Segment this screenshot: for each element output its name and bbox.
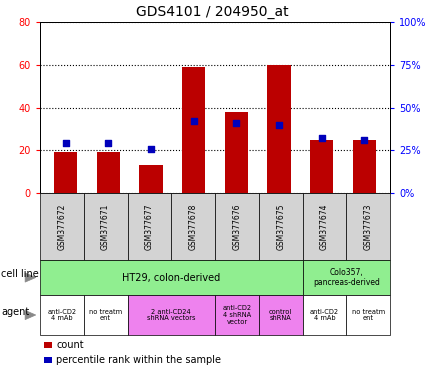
Text: HT29, colon-derived: HT29, colon-derived — [122, 273, 221, 283]
Text: GDS4101 / 204950_at: GDS4101 / 204950_at — [136, 5, 289, 19]
Text: no treatm
ent: no treatm ent — [351, 308, 385, 321]
Point — [62, 140, 69, 146]
Text: Colo357,
pancreas-derived: Colo357, pancreas-derived — [313, 268, 380, 287]
Text: GSM377674: GSM377674 — [320, 203, 329, 250]
Bar — [310, 139, 334, 193]
Text: cell line: cell line — [1, 270, 39, 280]
Bar — [224, 112, 248, 193]
Text: control
shRNA: control shRNA — [269, 308, 292, 321]
Text: GSM377673: GSM377673 — [364, 203, 373, 250]
Bar — [96, 152, 120, 193]
Point — [105, 140, 112, 146]
Bar — [54, 152, 77, 193]
Bar — [267, 65, 291, 193]
Text: GSM377675: GSM377675 — [276, 203, 285, 250]
Bar — [182, 67, 205, 193]
Point — [361, 137, 368, 143]
Point — [190, 118, 197, 124]
Point — [318, 135, 325, 141]
Text: GSM377678: GSM377678 — [189, 203, 198, 250]
Text: GSM377672: GSM377672 — [57, 203, 66, 250]
Text: anti-CD2
4 mAb: anti-CD2 4 mAb — [47, 308, 76, 321]
Text: count: count — [56, 340, 84, 350]
Point — [276, 121, 283, 127]
Text: GSM377676: GSM377676 — [232, 203, 241, 250]
Bar — [139, 165, 163, 193]
Point — [233, 120, 240, 126]
Text: anti-CD2
4 mAb: anti-CD2 4 mAb — [310, 308, 339, 321]
Text: no treatm
ent: no treatm ent — [89, 308, 122, 321]
Text: percentile rank within the sample: percentile rank within the sample — [56, 355, 221, 365]
Text: GSM377671: GSM377671 — [101, 203, 110, 250]
Point — [147, 146, 154, 152]
Text: 2 anti-CD24
shRNA vectors: 2 anti-CD24 shRNA vectors — [147, 308, 196, 321]
Text: agent: agent — [1, 307, 29, 317]
Text: GSM377677: GSM377677 — [145, 203, 154, 250]
Bar — [353, 139, 376, 193]
Text: anti-CD2
4 shRNA
vector: anti-CD2 4 shRNA vector — [222, 305, 252, 325]
